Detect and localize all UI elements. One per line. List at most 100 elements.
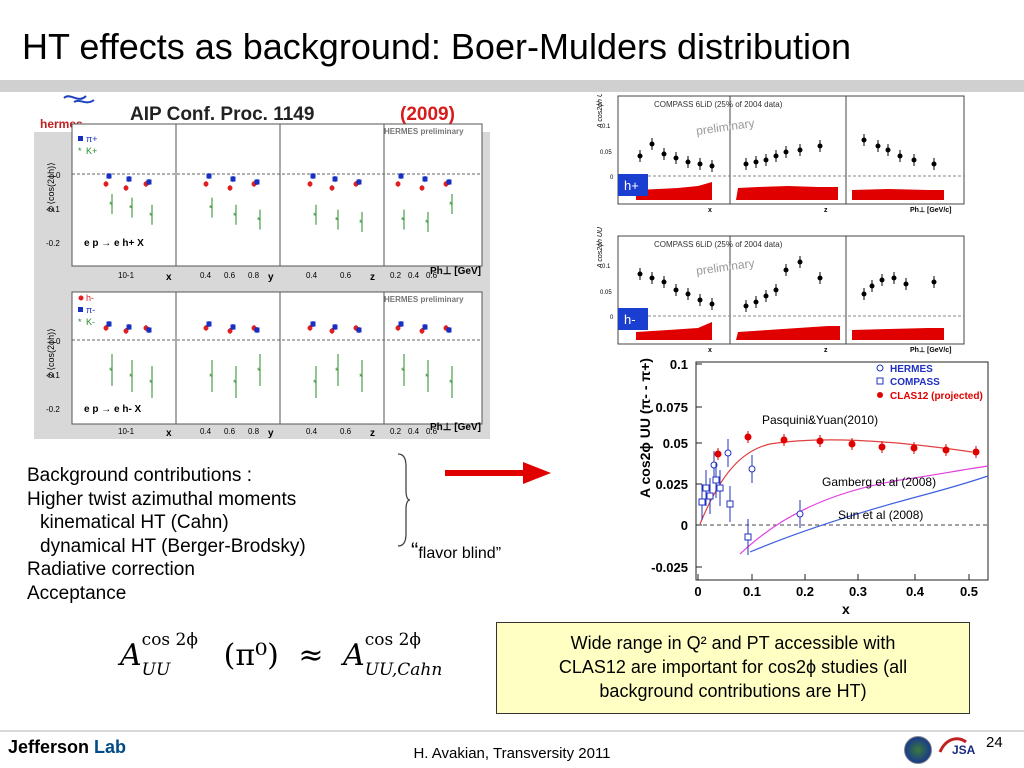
x-tick: 0.8 [248, 427, 260, 436]
data-point: * [209, 204, 213, 214]
data-point [743, 303, 749, 309]
data-point [332, 324, 338, 330]
x-tick: 0.6 [426, 427, 438, 436]
data-point [931, 279, 937, 285]
hermes-legend-item: h- [86, 293, 94, 303]
x-tick: 0.4 [200, 271, 212, 280]
hermes-top-ytick: -0.2 [46, 239, 60, 248]
y-tick: 0.1 [602, 264, 611, 270]
list-item: dynamical HT (Berger-Brodsky) [40, 535, 306, 557]
compass-header: COMPASS 6LiD (25% of 2004 data) [654, 240, 783, 249]
data-point: * [359, 372, 363, 382]
hermes-top-ytick: -0.1 [46, 205, 60, 214]
data-point [356, 179, 362, 185]
clas12-marker [877, 392, 883, 398]
data-point: * [425, 218, 429, 228]
data-point [206, 321, 212, 327]
clas12-point [744, 433, 752, 441]
x-label: z [370, 428, 375, 439]
compass-point [712, 476, 720, 484]
logo-word: Jefferson [8, 737, 90, 757]
x-tick: 0.6 [340, 271, 352, 280]
jefferson-lab-logo: Jefferson Lab [8, 737, 126, 758]
x-tick: 0.2 [390, 427, 402, 436]
callout-line: Wide range in Q² and PT accessible with [570, 633, 896, 653]
hermes-legend-item: K+ [86, 146, 97, 156]
data-point [891, 275, 897, 281]
data-point [861, 137, 867, 143]
data-point [869, 283, 875, 289]
data-point [307, 181, 313, 187]
compass-point [706, 492, 714, 500]
data-point [310, 321, 316, 327]
title-divider [0, 80, 1024, 92]
list-item: Acceptance [27, 582, 127, 604]
data-point: * [209, 372, 213, 382]
data-point [254, 327, 260, 333]
formula-rhs-sub: UU,Cahn [364, 660, 443, 680]
footer-credit: H. Avakian, Transversity 2011 [413, 745, 611, 762]
clas12-ylabel: A cos2ϕ UU (π- - π+) [637, 358, 653, 498]
x-tick-label: 0.3 [849, 584, 867, 599]
x-tick-label: 0 [694, 584, 701, 599]
y-tick: 0.1 [602, 124, 611, 130]
data-point [103, 181, 109, 187]
hermes-bottom-ytick: 0 [56, 337, 61, 346]
callout-line: CLAS12 are important for cos2ϕ studies (… [558, 657, 908, 677]
x-tick: 0.6 [340, 427, 352, 436]
data-point [126, 324, 132, 330]
data-point [649, 141, 655, 147]
y-tick: 0.05 [600, 290, 612, 296]
list-item: Higher twist azimuthal moments [27, 488, 297, 510]
data-point [783, 149, 789, 155]
compass-point [744, 533, 752, 541]
hermes-year: (2009) [400, 104, 455, 125]
h-plus-tag-label: h+ [624, 178, 639, 193]
systematic-band [852, 328, 944, 340]
data-point [422, 176, 428, 182]
hermes-figure: hermes AIP Conf. Proc. 1149 (2009) 2 ⟨co… [34, 94, 490, 439]
hermes-top-ytick: 0 [56, 171, 61, 180]
data-point [685, 159, 691, 165]
compass-point [702, 484, 710, 492]
data-point [697, 161, 703, 167]
data-point [103, 325, 109, 331]
formula-lhs-sup: cos 2ϕ [141, 630, 198, 650]
hermes-legend-item: π+ [86, 134, 97, 144]
compass-ylabel: A cos2ϕh UU [597, 226, 604, 269]
data-point [797, 259, 803, 265]
list-item: kinematical HT (Cahn) [40, 512, 229, 533]
x-tick-label: 0.5 [960, 584, 978, 599]
clas12-chart: 0.1 0.075 0.05 0.025 0 -0.025 0 0.1 0.2 0.3 0.4 0.… [600, 356, 1010, 618]
data-point [817, 275, 823, 281]
y-tick-label: -0.025 [651, 560, 688, 575]
hermes-point [796, 510, 804, 518]
y-tick: 0 [610, 315, 614, 321]
formula-lhs-arg: (π⁰) [223, 638, 279, 673]
background-list: Background contributions : Higher twist … [27, 464, 306, 605]
formula-lhs-sub: UU [141, 660, 171, 680]
data-point: * [425, 372, 429, 382]
data-point [230, 176, 236, 182]
clas12-xlabel: x [842, 601, 850, 617]
open-quote: “ [411, 538, 419, 563]
data-point [422, 324, 428, 330]
jsa-logo-icon: JSA [938, 737, 976, 757]
clas12-point [780, 436, 788, 444]
x-tick: 0.6 [426, 271, 438, 280]
clas12-plot-frame [695, 361, 989, 581]
x-tick: 0.6 [224, 427, 236, 436]
flavor-blind-note: “flavor blind” [411, 538, 501, 564]
hermes-logo-icon [63, 95, 95, 104]
x-tick-label: 0.2 [796, 584, 814, 599]
hermes-bottom-ytick: -0.1 [46, 371, 60, 380]
clas12-point [972, 448, 980, 456]
data-point: * [109, 366, 113, 376]
data-point: * [335, 216, 339, 226]
y-tick-label: 0.025 [655, 477, 688, 492]
right-brace-icon [397, 453, 411, 547]
data-point [903, 281, 909, 287]
hermes-top-xaxis: 10-1 x 0.4 0.6 0.8 y 0.4 0.6 z 0.2 0.4 0… [118, 266, 481, 283]
data-point: * [449, 200, 453, 210]
data-point [329, 328, 335, 334]
